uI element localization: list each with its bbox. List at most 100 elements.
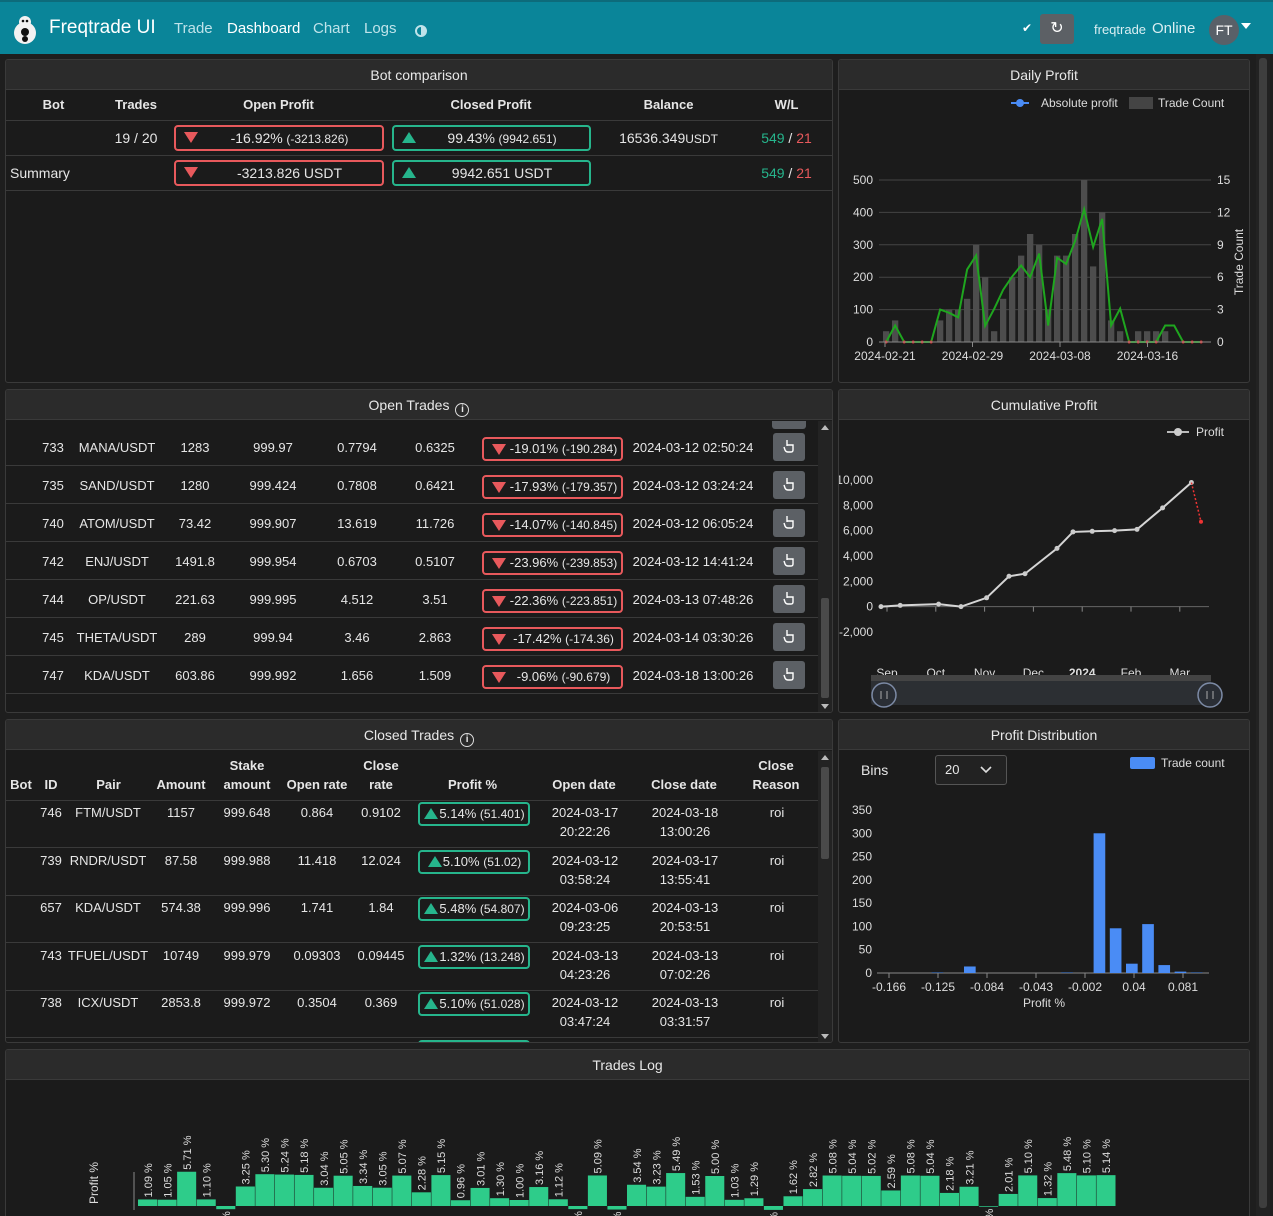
table-row[interactable]: 745 THETA/USDT 289 999.94 3.46 2.863 2024-03-1… bbox=[6, 618, 818, 656]
trade-bar[interactable] bbox=[763, 1206, 783, 1210]
trade-count-bar[interactable] bbox=[946, 309, 953, 342]
profit-point[interactable] bbox=[1134, 526, 1140, 532]
trade-bar[interactable] bbox=[607, 1206, 627, 1210]
trade-count-bar[interactable] bbox=[1045, 309, 1052, 342]
trade-bar[interactable] bbox=[822, 1175, 842, 1206]
trade-bar[interactable] bbox=[177, 1171, 197, 1206]
profit-point[interactable] bbox=[936, 601, 942, 607]
freqtrade-logo-icon[interactable] bbox=[10, 14, 40, 46]
histogram-bar[interactable] bbox=[1158, 965, 1171, 973]
trade-count-bar[interactable] bbox=[1162, 331, 1169, 342]
trade-actions-button[interactable] bbox=[773, 547, 805, 575]
profit-point[interactable] bbox=[1070, 529, 1076, 535]
trade-bar[interactable] bbox=[783, 1196, 803, 1206]
trade-bar[interactable] bbox=[216, 1206, 236, 1210]
trade-bar[interactable] bbox=[587, 1175, 607, 1206]
trade-bar[interactable] bbox=[861, 1175, 881, 1206]
trade-count-bar[interactable] bbox=[1036, 244, 1043, 342]
trade-bar[interactable] bbox=[646, 1186, 666, 1206]
trade-count-bar[interactable] bbox=[883, 331, 890, 342]
trade-count-bar[interactable] bbox=[973, 244, 980, 342]
table-row[interactable]: 744 OP/USDT 221.63 999.995 4.512 3.51 2024-03-… bbox=[6, 580, 818, 618]
trade-count-bar[interactable] bbox=[1135, 331, 1142, 342]
nav-link-chart[interactable]: Chart bbox=[313, 20, 350, 37]
profit-point[interactable] bbox=[878, 604, 884, 610]
histogram-bar[interactable] bbox=[964, 966, 976, 973]
closed-col-10[interactable]: Close Reason bbox=[752, 757, 800, 792]
trade-count-bar[interactable] bbox=[1072, 234, 1079, 342]
table-row[interactable]: 733 MANA/USDT 1283 999.97 0.7794 0.6325 2024-0… bbox=[6, 428, 818, 466]
legend-trade-count[interactable]: Trade count bbox=[1161, 756, 1225, 770]
profit-point[interactable] bbox=[958, 604, 964, 610]
table-row[interactable]: 739 RNDR/USDT 87.58 999.988 11.418 12.024 2024… bbox=[6, 849, 818, 896]
info-icon[interactable]: i bbox=[455, 403, 470, 417]
trade-actions-button[interactable] bbox=[773, 661, 805, 689]
trade-bar[interactable] bbox=[803, 1189, 823, 1206]
profit-point[interactable] bbox=[1089, 528, 1095, 534]
trade-count-bar[interactable] bbox=[982, 277, 989, 342]
trade-bar[interactable] bbox=[666, 1173, 686, 1206]
trade-bar[interactable] bbox=[138, 1199, 158, 1206]
trade-bar[interactable] bbox=[1037, 1198, 1057, 1206]
trade-bar[interactable] bbox=[392, 1175, 412, 1206]
trade-bar[interactable] bbox=[998, 1193, 1018, 1206]
zoom-slider-track[interactable] bbox=[871, 675, 1211, 705]
col-trades[interactable]: Trades bbox=[115, 97, 157, 113]
trade-bar[interactable] bbox=[431, 1175, 451, 1206]
trade-bar[interactable] bbox=[255, 1174, 275, 1206]
table-row[interactable]: 657 KDA/USDT 574.38 999.996 1.741 1.84 2024-03… bbox=[6, 896, 818, 943]
trade-bar[interactable] bbox=[548, 1199, 568, 1206]
trade-actions-button[interactable] bbox=[773, 471, 805, 499]
trade-bar[interactable] bbox=[470, 1187, 490, 1206]
histogram-bar[interactable] bbox=[1174, 971, 1187, 973]
trade-actions-button[interactable] bbox=[773, 585, 805, 613]
trade-bar[interactable] bbox=[509, 1200, 529, 1206]
col-open-profit[interactable]: Open Profit bbox=[243, 97, 314, 113]
col-bot[interactable]: Bot bbox=[42, 97, 65, 113]
legend-profit[interactable]: Profit bbox=[1196, 425, 1225, 439]
trade-bar[interactable] bbox=[705, 1176, 725, 1206]
closed-col-7[interactable]: Profit % bbox=[447, 776, 498, 792]
trade-bar[interactable] bbox=[196, 1199, 216, 1206]
trade-count-bar[interactable] bbox=[1153, 331, 1160, 342]
trade-count-bar[interactable] bbox=[1018, 255, 1025, 342]
brand-title[interactable]: Freqtrade UI bbox=[49, 17, 156, 38]
trade-bar[interactable] bbox=[314, 1187, 334, 1206]
avatar-dropdown-icon[interactable] bbox=[1241, 23, 1251, 29]
trade-bar[interactable] bbox=[353, 1185, 373, 1206]
trade-actions-button[interactable] bbox=[773, 509, 805, 537]
trade-bar[interactable] bbox=[979, 1206, 999, 1207]
closed-trades-scrollbar[interactable] bbox=[818, 751, 832, 1042]
trade-count-bar[interactable] bbox=[1054, 255, 1061, 342]
legend-absolute-profit[interactable]: Absolute profit bbox=[1041, 96, 1118, 110]
trade-count-bar[interactable] bbox=[892, 320, 899, 342]
trade-bar[interactable] bbox=[411, 1192, 431, 1206]
col-balance[interactable]: Balance bbox=[643, 97, 694, 113]
absolute-profit-line[interactable] bbox=[885, 205, 1202, 343]
legend-trade-count[interactable]: Trade Count bbox=[1158, 96, 1225, 110]
zoom-handle-right[interactable] bbox=[1197, 682, 1223, 708]
closed-col-2[interactable]: Pair bbox=[96, 776, 121, 792]
trade-bar[interactable] bbox=[724, 1199, 744, 1206]
trade-bar[interactable] bbox=[274, 1174, 294, 1206]
trade-count-bar[interactable] bbox=[937, 320, 944, 342]
trade-count-bar[interactable] bbox=[1027, 234, 1034, 342]
avatar[interactable]: FT bbox=[1209, 15, 1239, 45]
trade-bar[interactable] bbox=[568, 1206, 588, 1210]
trade-count-bar[interactable] bbox=[1144, 331, 1151, 342]
trade-bar[interactable] bbox=[490, 1198, 510, 1206]
profit-point[interactable] bbox=[1006, 573, 1012, 579]
trade-count-bar[interactable] bbox=[1081, 180, 1088, 342]
profit-point[interactable] bbox=[1022, 571, 1028, 577]
trade-bar[interactable] bbox=[372, 1187, 392, 1206]
open-trades-scrollbar[interactable] bbox=[818, 421, 832, 712]
trade-bar[interactable] bbox=[450, 1200, 471, 1206]
histogram-bar[interactable] bbox=[1126, 963, 1138, 973]
profit-line[interactable] bbox=[880, 481, 1193, 608]
nav-link-logs[interactable]: Logs bbox=[364, 20, 397, 37]
table-row[interactable]: 742 ENJ/USDT 1491.8 999.954 0.6703 0.5107 2024… bbox=[6, 542, 818, 580]
closed-col-6[interactable]: Close rate bbox=[363, 757, 399, 792]
trade-count-bar[interactable] bbox=[1090, 266, 1097, 342]
info-icon[interactable]: i bbox=[460, 733, 475, 747]
trade-bar[interactable] bbox=[1096, 1175, 1116, 1206]
